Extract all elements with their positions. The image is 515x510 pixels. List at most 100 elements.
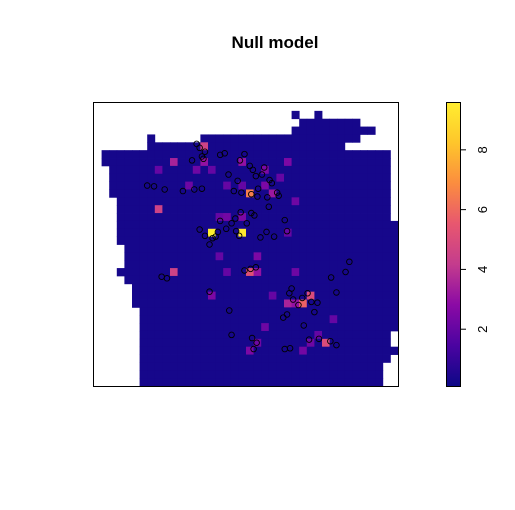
heatmap-cell: [139, 165, 148, 175]
heatmap-cell: [261, 150, 270, 159]
heatmap-cell: [291, 228, 300, 238]
heatmap-cell: [253, 323, 262, 332]
heatmap-cell: [276, 338, 285, 348]
heatmap-cell: [215, 244, 224, 253]
heatmap-cell: [314, 378, 323, 387]
heatmap-cell: [344, 299, 353, 308]
heatmap-cell: [276, 252, 285, 261]
heatmap-cell: [268, 283, 277, 293]
heatmap-cell: [215, 378, 224, 387]
heatmap-cell: [185, 158, 194, 167]
heatmap-cell: [154, 378, 163, 387]
heatmap-cell: [261, 134, 270, 143]
heatmap-cell: [306, 150, 315, 159]
heatmap-cell: [337, 126, 346, 135]
heatmap-cell: [299, 338, 308, 348]
heatmap-cell: [139, 252, 148, 261]
heatmap-cell: [185, 181, 194, 190]
occurrence-point: [212, 233, 219, 240]
heatmap-cell: [246, 370, 254, 379]
occurrence-point: [252, 172, 260, 180]
heatmap-cell: [200, 260, 209, 269]
heatmap-cell: [162, 338, 171, 348]
heatmap-cell: [352, 370, 361, 379]
heatmap-cell: [192, 165, 201, 175]
heatmap-cell: [192, 362, 201, 371]
heatmap-cell: [223, 260, 232, 269]
heatmap-cell: [177, 244, 186, 253]
occurrence-point: [254, 193, 261, 200]
heatmap-cell: [162, 260, 171, 269]
heatmap-cell: [375, 244, 384, 253]
heatmap-cell: [390, 244, 399, 253]
heatmap-cell: [352, 283, 361, 293]
occurrence-point: [201, 148, 209, 155]
occurrence-point: [333, 341, 340, 349]
heatmap-cell: [268, 213, 277, 222]
heatmap-cell: [177, 213, 186, 222]
heatmap-cell: [246, 307, 254, 316]
heatmap-cell: [170, 346, 178, 355]
heatmap-cell: [360, 378, 368, 387]
heatmap-cell: [284, 323, 292, 332]
heatmap-cell: [284, 236, 292, 245]
heatmap-cell: [238, 205, 247, 214]
heatmap-cell: [344, 205, 353, 214]
heatmap-cell: [375, 323, 384, 332]
heatmap-cell: [261, 283, 270, 293]
heatmap-cell: [200, 346, 209, 355]
heatmap-cell: [337, 323, 346, 332]
heatmap-cell: [208, 362, 216, 371]
heatmap-cell: [276, 346, 285, 355]
heatmap-cell: [390, 291, 399, 300]
heatmap-cell: [322, 197, 330, 206]
heatmap-cell: [390, 283, 399, 293]
heatmap-cell: [253, 268, 262, 277]
heatmap-cell: [238, 315, 247, 324]
heatmap-cell: [261, 244, 270, 253]
heatmap-cell: [238, 260, 247, 269]
heatmap-cell: [185, 275, 194, 285]
heatmap-cell: [306, 378, 315, 387]
heatmap-cell: [238, 213, 247, 222]
heatmap-cell: [261, 323, 270, 332]
heatmap-cell: [352, 150, 361, 159]
heatmap-cell: [139, 158, 148, 167]
heatmap-cell: [109, 173, 118, 183]
heatmap-cell: [360, 213, 368, 222]
heatmap-cell: [154, 173, 163, 183]
heatmap-cell: [223, 228, 232, 238]
heatmap-cell: [253, 142, 262, 151]
heatmap-cell: [390, 315, 399, 324]
heatmap-cell: [352, 244, 361, 253]
heatmap-cell: [215, 315, 224, 324]
occurrence-point: [234, 177, 241, 185]
heatmap-cell: [352, 165, 361, 175]
heatmap-cell: [268, 346, 277, 355]
heatmap-cell: [215, 134, 224, 143]
heatmap-cell: [208, 213, 216, 222]
heatmap-cell: [132, 260, 140, 269]
heatmap-cell: [375, 299, 384, 308]
heatmap-cell: [253, 134, 262, 143]
heatmap-cell: [382, 165, 391, 175]
heatmap-cell: [162, 189, 171, 198]
colorbar-tick-label: 6: [475, 206, 490, 213]
heatmap-cell: [360, 150, 368, 159]
occurrence-point: [241, 150, 248, 158]
heatmap-cell: [329, 213, 338, 222]
heatmap-cell: [291, 268, 300, 277]
heatmap-cell: [230, 338, 239, 348]
heatmap-cell: [177, 378, 186, 387]
heatmap-cell: [344, 338, 353, 348]
heatmap-cell: [109, 158, 118, 167]
heatmap-cell: [215, 150, 224, 159]
heatmap-cell: [170, 260, 178, 269]
heatmap-cell: [329, 362, 338, 371]
heatmap-cell: [375, 362, 384, 371]
heatmap-cell: [124, 197, 133, 206]
heatmap-cell: [382, 158, 391, 167]
heatmap-cell: [344, 323, 353, 332]
heatmap-cell: [276, 158, 285, 167]
heatmap-cell: [185, 330, 194, 340]
